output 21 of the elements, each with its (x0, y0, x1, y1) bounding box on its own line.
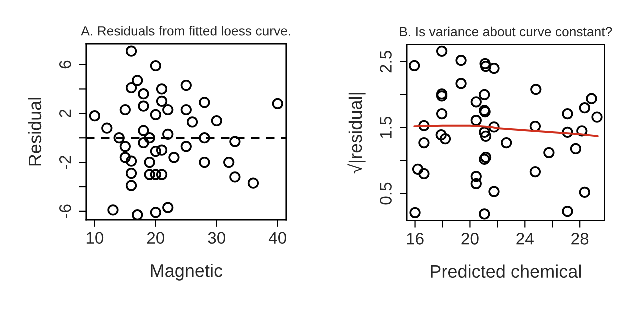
x-tick-label: 28 (572, 233, 589, 245)
x-tick-label: 40 (268, 232, 286, 244)
x-axis-title: Predicted chemical (431, 264, 581, 278)
x-tick-label: 20 (462, 233, 479, 245)
y-axis-title: Residual (28, 98, 42, 166)
y-tick-label: 6 (60, 60, 72, 69)
x-tick-label: 24 (516, 233, 534, 245)
y-tick-label: 1.5 (380, 116, 392, 138)
chart-title: B. Is variance about curve constant? (400, 26, 612, 37)
chart-title: A. Residuals from fitted loess curve. (81, 26, 290, 36)
y-tick-label: -6 (60, 204, 72, 218)
x-tick-label: 20 (147, 232, 165, 244)
y-tick-label: -2 (60, 156, 72, 170)
x-axis-title: Magnetic (151, 264, 223, 281)
x-tick-label: 16 (407, 233, 424, 245)
x-tick-label: 30 (208, 232, 226, 244)
y-tick-label: 2.5 (380, 51, 392, 73)
x-tick-label: 10 (86, 232, 104, 244)
y-axis-title: √|residual| (348, 93, 366, 174)
y-tick-label: 2 (60, 110, 72, 118)
y-tick-label: 0.5 (380, 182, 392, 205)
